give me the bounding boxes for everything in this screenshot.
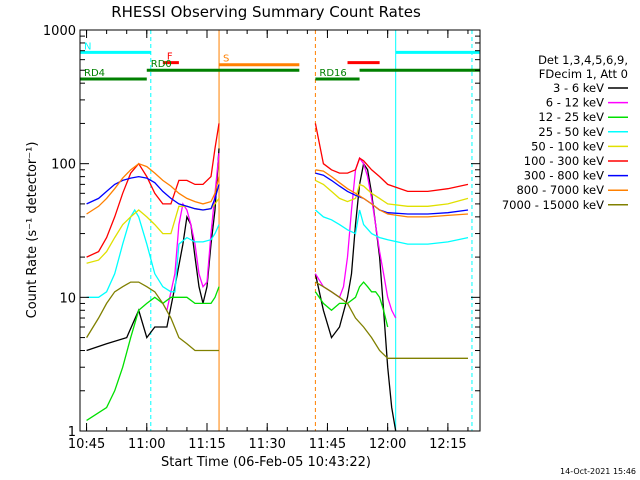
y-tick-label: 1000 — [43, 24, 76, 39]
series-line-8 — [315, 281, 468, 359]
series-line-4 — [315, 179, 469, 207]
series-line-7 — [86, 162, 220, 215]
x-tick-label: 11:00 — [128, 437, 165, 452]
legend-label: 50 - 100 keV — [531, 139, 604, 153]
x-tick-label: 12:00 — [369, 437, 406, 452]
legend-label: 300 - 800 keV — [524, 169, 604, 183]
legend-label: 800 - 7000 keV — [516, 183, 604, 197]
x-axis-label: Start Time (06-Feb-05 10:43:22) — [161, 455, 371, 470]
flag-label-rd4: RD4 — [84, 68, 105, 79]
plot-frame — [79, 29, 481, 432]
x-tick-label: 10:45 — [68, 437, 105, 452]
series-line-0 — [86, 148, 220, 352]
series-line-6 — [86, 175, 220, 211]
series-line-5 — [314, 123, 469, 193]
timestamp-label: 14-Oct-2021 15:46 — [560, 467, 636, 476]
x-tick-label: 11:15 — [188, 437, 225, 452]
series-line-6 — [315, 172, 469, 215]
series-line-5 — [86, 123, 220, 258]
legend-label: 25 - 50 keV — [538, 125, 604, 139]
flag-label-n: N — [84, 41, 91, 52]
legend-label: 100 - 300 keV — [524, 154, 604, 168]
flag-label-s: S — [223, 54, 229, 65]
y-tick-label: 1 — [68, 425, 76, 440]
x-tick-label: 11:45 — [309, 437, 346, 452]
x-tick-label: 11:30 — [248, 437, 285, 452]
series-line-4 — [86, 198, 220, 264]
legend-label: 6 - 12 keV — [546, 96, 604, 110]
flag-label-f: F — [167, 52, 173, 63]
y-tick-label: 10 — [59, 291, 76, 306]
chart-title: RHESSI Observing Summary Count Rates — [111, 3, 421, 21]
series-line-2 — [314, 281, 389, 328]
y-tick-label: 100 — [51, 158, 76, 173]
flag-label-rd0: RD0 — [151, 59, 172, 70]
legend-header: Det 1,3,4,5,6,9, — [538, 53, 628, 67]
flag-label-rd16: RD16 — [319, 68, 346, 79]
legend-label: 12 - 25 keV — [538, 110, 604, 124]
series-lines — [86, 123, 469, 432]
series-line-3 — [86, 208, 220, 298]
x-axis: 10:45 11:00 11:15 11:30 11:45 12:00 12:15 — [68, 30, 469, 452]
legend: Det 1,3,4,5,6,9,FDecim 1, Att 03 - 6 keV… — [502, 53, 628, 212]
series-line-3 — [314, 209, 469, 245]
y-axis-label: Count Rate (s⁻¹ detector⁻¹) — [25, 142, 40, 319]
y-axis: 1 10 100 1000 — [43, 24, 480, 440]
legend-label: 7000 - 15000 keV — [502, 198, 604, 212]
legend-label: 3 - 6 keV — [553, 81, 604, 95]
x-tick-label: 12:15 — [429, 437, 466, 452]
series-line-1 — [166, 153, 220, 311]
series-line-8 — [86, 281, 219, 352]
series-line-7 — [315, 169, 469, 218]
vertical-markers — [150, 30, 473, 431]
legend-header: FDecim 1, Att 0 — [539, 67, 628, 81]
series-line-2 — [86, 286, 220, 421]
